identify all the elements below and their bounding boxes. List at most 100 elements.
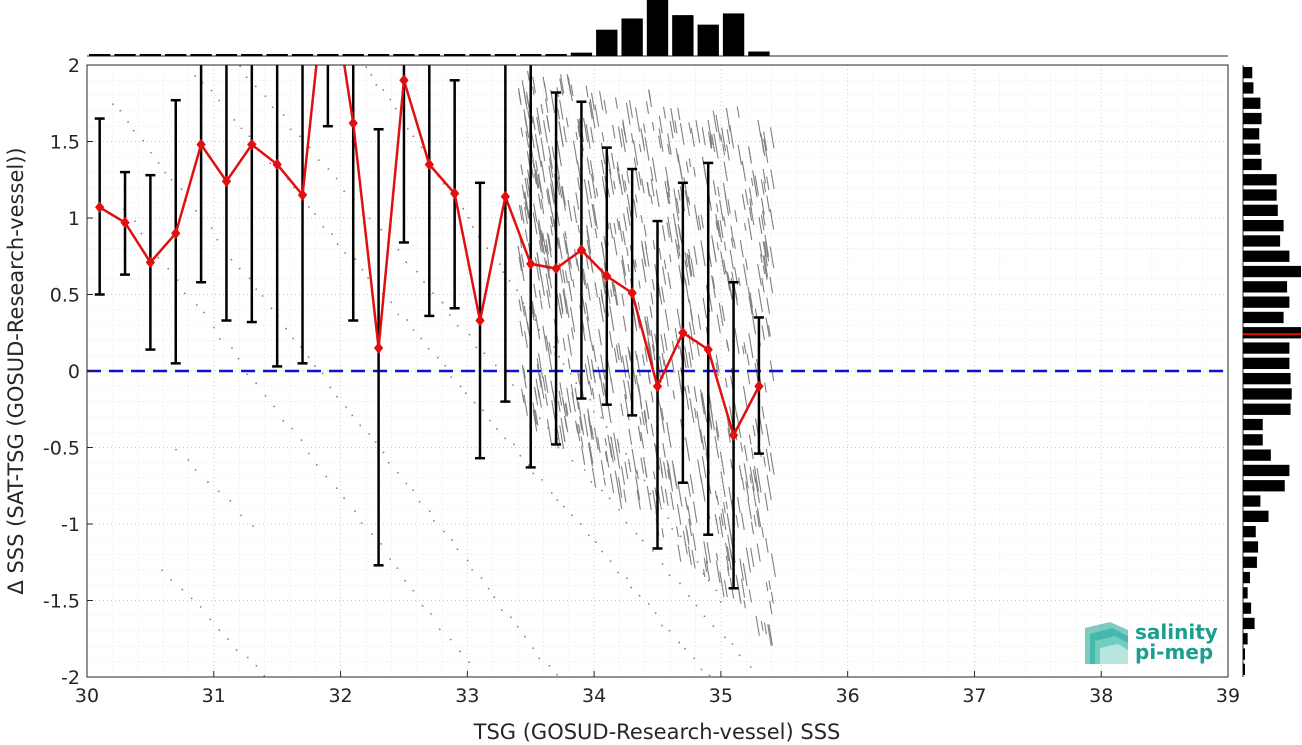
scatter-point xyxy=(194,75,197,78)
scatter-point xyxy=(217,490,220,493)
scatter-point xyxy=(547,187,553,214)
scatter-point xyxy=(762,241,768,267)
scatter-point xyxy=(361,268,364,271)
scatter-point xyxy=(500,609,503,612)
scatter-point xyxy=(741,160,747,181)
scatter-point xyxy=(684,278,690,303)
scatter-point xyxy=(289,128,292,131)
scatter-point xyxy=(665,370,669,387)
top-histogram-bar xyxy=(317,54,339,56)
scatter-point xyxy=(556,673,559,676)
scatter-point xyxy=(307,206,310,208)
scatter-point xyxy=(628,100,633,118)
x-tick-label: 32 xyxy=(328,685,352,707)
scatter-point xyxy=(632,260,637,273)
scatter-point xyxy=(739,558,745,581)
scatter-point xyxy=(609,330,613,349)
scatter-point xyxy=(607,434,613,458)
scatter-point xyxy=(127,121,129,123)
scatter-point xyxy=(157,256,160,259)
scatter-point xyxy=(572,279,575,288)
scatter-point xyxy=(449,638,452,641)
scatter-point xyxy=(723,580,728,598)
right-histogram-bar xyxy=(1243,311,1284,324)
scatter-point xyxy=(678,641,681,644)
scatter-point xyxy=(397,313,400,316)
scatter-point xyxy=(343,190,346,193)
mean-marker xyxy=(348,117,358,129)
scatter-point xyxy=(170,178,173,181)
scatter-point xyxy=(645,101,650,114)
scatter-point xyxy=(558,121,564,147)
scatter-point xyxy=(641,539,644,542)
scatter-point xyxy=(630,133,634,144)
top-histogram-bar xyxy=(266,54,288,56)
scatter-point xyxy=(599,90,604,111)
scatter-point xyxy=(720,134,723,143)
scatter-point xyxy=(686,529,690,542)
scatter-point xyxy=(590,425,595,440)
scatter-point xyxy=(600,142,606,165)
scatter-point xyxy=(462,207,465,210)
scatter-point xyxy=(752,316,757,335)
scatter-point xyxy=(521,80,527,105)
scatter-point xyxy=(677,107,681,121)
scatter-point xyxy=(745,258,748,271)
scatter-point xyxy=(722,182,727,200)
scatter-point xyxy=(375,83,378,86)
scatter-point xyxy=(695,120,701,144)
y-tick-labels: -2 -1.5 -1 -0.5 0 0.5 1 1.5 2 xyxy=(43,55,93,689)
scatter-point xyxy=(700,429,705,451)
scatter-point xyxy=(643,224,647,237)
scatter-point xyxy=(523,394,528,416)
scatter-point xyxy=(467,216,470,219)
scatter-point xyxy=(638,171,642,186)
scatter-point xyxy=(351,414,354,417)
scatter-point xyxy=(594,541,597,544)
scatter-point xyxy=(370,73,373,76)
scatter-point xyxy=(592,344,597,363)
scatter-point xyxy=(675,204,680,221)
scatter-point xyxy=(769,246,775,269)
scatter-point xyxy=(429,612,432,615)
scatter-point xyxy=(546,116,551,133)
scatter-point xyxy=(190,597,193,600)
scatter-point xyxy=(456,548,459,551)
scatter-point xyxy=(516,289,518,292)
scatter-point xyxy=(229,499,232,502)
scatter-point xyxy=(712,276,716,290)
scatter-point xyxy=(768,624,773,646)
right-histogram-bar xyxy=(1243,556,1257,568)
scatter-point xyxy=(633,157,637,168)
scatter-point xyxy=(564,403,568,417)
scatter-point xyxy=(718,516,724,538)
scatter-point xyxy=(638,594,641,597)
scatter-point xyxy=(588,209,593,228)
scatter-point xyxy=(715,221,719,231)
scatter-point xyxy=(712,625,715,628)
right-histogram-bar xyxy=(1243,143,1261,155)
scatter-point xyxy=(183,292,186,295)
scatter-point xyxy=(628,350,632,362)
right-histogram-bar xyxy=(1243,296,1290,308)
scatter-point xyxy=(580,445,586,465)
scatter-point xyxy=(720,471,726,497)
scatter-point xyxy=(741,345,745,355)
scatter-point xyxy=(432,292,434,295)
scatter-point xyxy=(715,589,718,592)
scatter-point xyxy=(584,249,589,270)
scatter-point xyxy=(532,647,535,650)
scatter-point xyxy=(676,308,682,329)
scatter-point xyxy=(720,601,722,603)
scatter-point xyxy=(538,657,541,660)
scatter-point xyxy=(235,649,238,651)
scatter-point xyxy=(660,485,665,504)
top-histogram-bar xyxy=(393,54,415,56)
scatter-point xyxy=(668,629,671,632)
scatter-point xyxy=(524,191,530,217)
scatter-point xyxy=(715,420,720,438)
scatter-point xyxy=(625,452,628,455)
scatter-point xyxy=(763,254,769,278)
scatter-point xyxy=(571,391,576,412)
scatter-point xyxy=(537,222,543,247)
